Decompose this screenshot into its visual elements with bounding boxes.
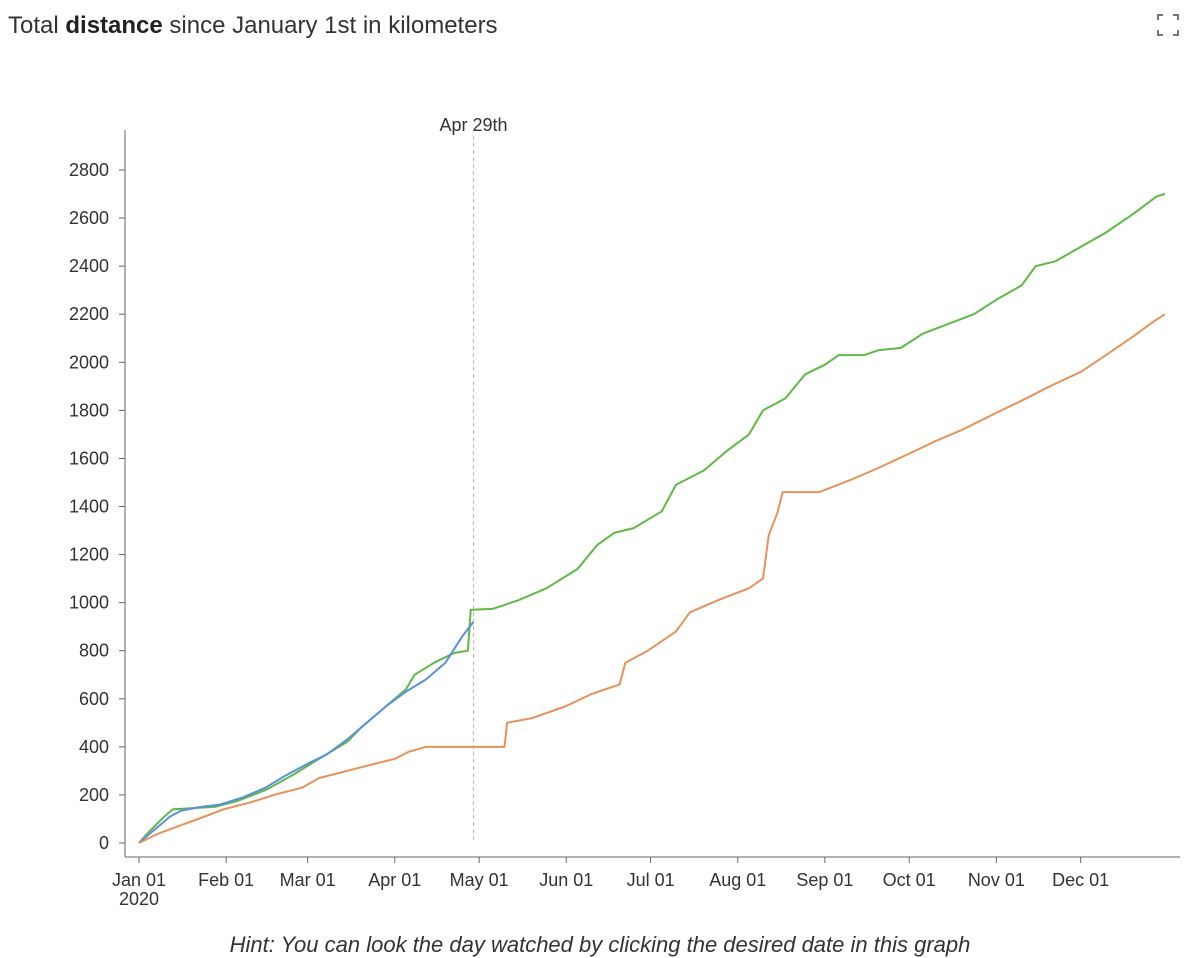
- chart-title: Total distance since January 1st in kilo…: [8, 12, 498, 40]
- y-tick-label: 0: [99, 833, 109, 853]
- series-line-3[interactable]: [138, 313, 1166, 844]
- y-tick-label: 1400: [69, 497, 109, 517]
- y-tick-label: 2400: [69, 256, 109, 276]
- chart-title-prefix: Total: [8, 12, 66, 39]
- x-tick-sublabel: 2020: [119, 889, 159, 909]
- series-line-2[interactable]: [138, 621, 475, 844]
- y-tick-label: 1200: [69, 545, 109, 565]
- y-tick-label: 400: [79, 737, 109, 757]
- y-tick-label: 1600: [69, 448, 109, 468]
- y-tick-label: 2200: [69, 304, 109, 324]
- y-tick-label: 200: [79, 785, 109, 805]
- y-tick-label: 1000: [69, 593, 109, 613]
- x-tick-label: Dec 01: [1052, 870, 1109, 890]
- x-tick-label: Jan 01: [112, 870, 166, 890]
- chart-title-bold: distance: [65, 12, 163, 39]
- fullscreen-icon[interactable]: [1157, 14, 1179, 36]
- x-tick-label: Feb 01: [198, 870, 254, 890]
- x-tick-label: Apr 01: [368, 870, 421, 890]
- y-tick-label: 1800: [69, 400, 109, 420]
- series-line-1[interactable]: [138, 193, 1166, 844]
- y-tick-label: 2800: [69, 160, 109, 180]
- marker-label: Apr 29th: [439, 115, 507, 135]
- distance-chart[interactable]: 0 200 400 600 800 1000 1200 1400 1600 1800 2000 220…: [0, 0, 1200, 920]
- x-tick-label: Nov 01: [968, 870, 1025, 890]
- y-tick-label: 600: [79, 689, 109, 709]
- x-tick-label: Oct 01: [883, 870, 936, 890]
- x-tick-label: Jul 01: [627, 870, 675, 890]
- chart-title-suffix: since January 1st in kilometers: [162, 12, 498, 39]
- y-tick-label: 800: [79, 641, 109, 661]
- chart-series[interactable]: [138, 193, 1166, 844]
- x-tick-label: Sep 01: [796, 870, 853, 890]
- y-tick-label: 2000: [69, 352, 109, 372]
- x-tick-label: Aug 01: [709, 870, 766, 890]
- chart-axes: 0 200 400 600 800 1000 1200 1400 1600 1800 2000 220…: [69, 130, 1180, 909]
- hint-text: Hint: You can look the day watched by cl…: [229, 932, 971, 957]
- y-tick-label: 2600: [69, 208, 109, 228]
- x-tick-label: Mar 01: [280, 870, 336, 890]
- x-tick-label: Jun 01: [539, 870, 593, 890]
- date-marker: Apr 29th: [439, 115, 508, 843]
- x-tick-label: May 01: [450, 870, 509, 890]
